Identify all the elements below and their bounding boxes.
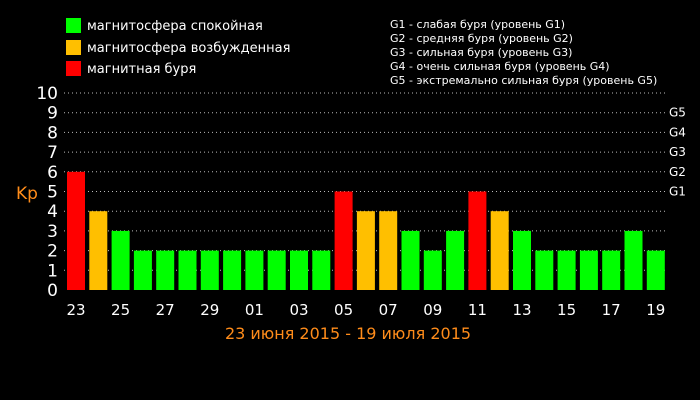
x-tick-label: 29 [200,301,219,319]
bar-quiet [290,250,308,290]
x-tick-label: 23 [66,301,85,319]
bar-quiet [133,250,152,290]
bar-quiet [111,230,130,290]
x-axis-ticks: 23 25 27 29 01 03 05 07 09 11 13 15 17 19 [66,301,665,319]
x-tick-label: 03 [289,301,308,319]
storm-scale-g4: G4 - очень сильная буря (уровень G4) [390,60,610,73]
legend-swatch-excited [66,40,81,55]
bar-quiet [178,250,197,290]
storm-scale-g2: G2 - средняя буря (уровень G2) [390,32,573,45]
x-tick-label: 13 [512,301,531,319]
legend-swatch-quiet [66,18,81,33]
bar-quiet [624,230,643,290]
legend-label-quiet: магнитосфера спокойная [87,19,263,34]
bar-quiet [401,230,420,290]
bar-quiet [245,250,264,290]
x-tick-label: 19 [646,301,665,319]
bar-quiet [535,250,554,290]
bar-quiet [267,250,286,290]
bar-quiet [602,250,621,290]
storm-scale-g3: G3 - сильная буря (уровень G3) [390,46,572,59]
y-axis-label: Kp [16,184,38,204]
storm-scale-legend: G1 - слабая буря (уровень G1) G2 - средн… [390,18,657,87]
y-tick-label: 0 [47,281,58,301]
bar-quiet [156,250,175,290]
bars [67,171,665,290]
x-tick-label: 11 [468,301,487,319]
y-tick-label: 1 [47,261,58,281]
bar-quiet [423,250,442,290]
x-tick-label: 07 [379,301,398,319]
storm-level-tick: G2 [669,165,686,179]
y-tick-label: 6 [47,163,58,183]
bar-storm [468,191,487,290]
legend-label-storm: магнитная буря [87,62,196,77]
bar-quiet [557,250,576,290]
bar-quiet [312,250,331,290]
legend-swatch-storm [66,61,81,76]
bar-quiet [513,230,531,290]
bar-excited [89,211,108,290]
bar-storm [67,171,85,290]
bar-excited [379,211,398,290]
storm-level-ticks: G1 G2 G3 G4 G5 [669,106,686,199]
date-range-label: 23 июня 2015 - 19 июля 2015 [225,324,471,343]
x-tick-label: 15 [557,301,576,319]
storm-level-tick: G1 [669,185,686,199]
legend: магнитосфера спокойная магнитосфера возб… [66,18,290,77]
bar-quiet [646,250,665,290]
bar-quiet [579,250,598,290]
y-tick-label: 5 [47,183,58,203]
bar-quiet [223,250,242,290]
x-tick-label: 01 [245,301,264,319]
y-tick-label: 8 [47,123,58,143]
y-tick-label: 3 [47,222,58,242]
bar-storm [334,191,353,290]
x-tick-label: 17 [602,301,621,319]
storm-scale-g1: G1 - слабая буря (уровень G1) [390,18,565,31]
x-tick-label: 25 [111,301,130,319]
storm-level-tick: G5 [669,106,686,120]
storm-level-tick: G3 [669,145,686,159]
bar-quiet [200,250,219,290]
storm-scale-g5: G5 - экстремально сильная буря (уровень … [390,74,657,87]
y-tick-label: 10 [36,84,58,104]
bar-quiet [446,230,465,290]
legend-label-excited: магнитосфера возбужденная [87,41,290,56]
x-tick-label: 05 [334,301,353,319]
x-tick-label: 27 [156,301,175,319]
y-tick-label: 2 [47,242,58,262]
y-tick-label: 4 [47,202,58,222]
bar-excited [490,211,509,290]
storm-level-tick: G4 [669,125,686,139]
x-tick-label: 09 [423,301,442,319]
y-tick-label: 7 [47,143,58,163]
bar-excited [356,211,375,290]
y-tick-label: 9 [47,104,58,124]
